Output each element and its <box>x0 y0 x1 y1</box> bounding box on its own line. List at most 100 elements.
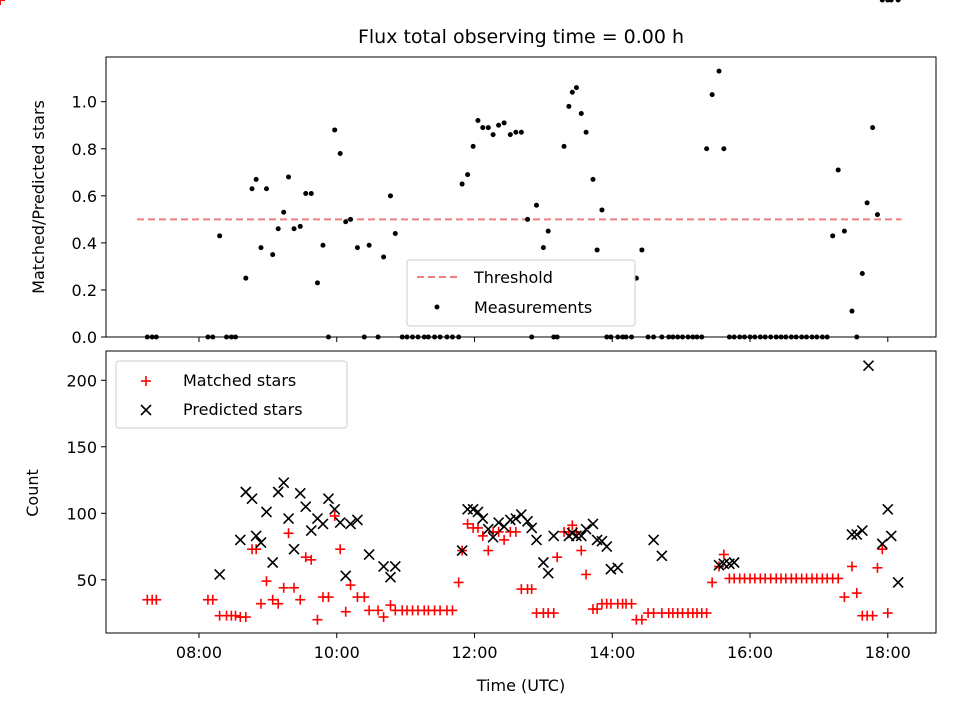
matched-stars-point <box>340 606 351 617</box>
measurements-point <box>507 132 513 138</box>
y-tick-label: 0.0 <box>72 328 97 347</box>
predicted-stars-point <box>255 536 267 549</box>
predicted-stars-point <box>885 530 897 542</box>
measurements-point <box>864 200 870 206</box>
matched-stars-point <box>323 592 334 603</box>
count-y-axis-label: Count <box>23 469 42 517</box>
legend-matched-label: Matched stars <box>183 371 296 390</box>
matched-stars-point <box>255 598 266 609</box>
predicted-stars-point <box>493 517 505 529</box>
measurements-point <box>496 122 502 128</box>
measurements-point <box>270 252 276 258</box>
matched-stars-point <box>364 605 375 616</box>
predicted-stars-point <box>587 518 599 530</box>
matched-stars-point <box>526 584 537 595</box>
predicted-stars-point <box>234 534 246 546</box>
x-tick-label: 16:00 <box>727 643 773 662</box>
x-tick-label: 18:00 <box>865 643 911 662</box>
predicted-stars-point <box>340 570 352 582</box>
y-tick-label: 1.0 <box>72 93 97 112</box>
matched-stars-point <box>567 520 578 531</box>
matched-stars-point <box>151 594 162 605</box>
matched-stars-point <box>636 614 647 625</box>
ratio-legend-box <box>406 259 636 327</box>
matched-stars-point <box>207 594 218 605</box>
legend-predicted-label: Predicted stars <box>183 400 303 419</box>
matched-stars-point <box>283 528 294 539</box>
predicted-stars-point <box>718 558 730 570</box>
measurements-point <box>281 209 287 215</box>
count-axes-frame <box>105 350 937 634</box>
predicted-stars-point <box>322 493 335 505</box>
measurements-point <box>594 247 600 253</box>
measurements-point <box>849 308 855 314</box>
predicted-stars-point <box>260 506 273 518</box>
predicted-stars-point <box>882 503 894 515</box>
predicted-stars-point <box>862 360 875 372</box>
measurements-point <box>217 233 223 239</box>
measurements-point <box>639 247 645 253</box>
predicted-stars-point <box>876 538 888 550</box>
measurements-point <box>721 146 727 152</box>
y-tick-label: 0.4 <box>72 234 97 253</box>
predicted-stars-point <box>462 503 474 515</box>
legend-matched-swatch <box>141 376 151 386</box>
legend-measurements-label: Measurements <box>474 298 592 317</box>
ratio-legend: Threshold Measurements <box>406 259 636 327</box>
y-tick-label: 0.2 <box>72 281 97 300</box>
measurements-point <box>533 202 539 208</box>
matched-stars-point <box>707 577 718 588</box>
matched-stars-point <box>472 522 483 533</box>
matched-stars-point <box>289 582 300 593</box>
predicted-stars-point <box>526 522 538 534</box>
matched-stars-point <box>851 588 862 599</box>
measurements-point <box>332 127 338 133</box>
matched-stars-point <box>230 610 241 621</box>
measurements-point <box>392 230 398 236</box>
predicted-stars-point <box>548 530 560 542</box>
measurements-point <box>480 125 486 131</box>
predicted-stars-point <box>542 567 554 579</box>
y-tick-label: 0.8 <box>72 140 97 159</box>
matched-stars-point <box>453 577 464 588</box>
matched-stars-point <box>345 580 356 591</box>
predicted-stars-point <box>851 529 863 541</box>
matched-stars-point <box>240 612 251 623</box>
predicted-stars-point <box>487 531 499 543</box>
matched-stars-point <box>548 608 559 619</box>
measurements-point <box>303 190 309 196</box>
measurements-point <box>525 216 531 222</box>
measurements-point <box>870 125 876 131</box>
count-legend-box <box>115 360 348 429</box>
ratio-axes-frame <box>105 56 937 338</box>
matched-stars-point <box>477 530 488 541</box>
x-axis-label: Time (UTC) <box>476 676 565 695</box>
matched-stars-point <box>483 545 494 556</box>
matched-stars-point <box>877 544 888 555</box>
predicted-stars-point <box>477 513 489 525</box>
matched-stars-point <box>462 518 473 529</box>
matched-stars-point <box>447 605 458 616</box>
matched-stars-point <box>267 594 278 605</box>
predicted-stars-point <box>344 518 357 530</box>
predicted-stars-point <box>728 556 740 569</box>
y-tick-label: 0.6 <box>72 187 97 206</box>
measurements-point <box>297 223 303 229</box>
x-tick-label: 12:00 <box>451 643 497 662</box>
predicted-stars-point <box>214 568 226 581</box>
measurements-point <box>243 275 249 281</box>
predicted-stars-point <box>648 534 660 546</box>
measurements-point <box>320 242 326 248</box>
predicted-stars-point <box>570 530 583 542</box>
predicted-stars-point <box>601 540 613 553</box>
measurements-point <box>569 89 575 95</box>
predicted-stars-point <box>378 560 390 573</box>
measurements-point <box>501 120 507 126</box>
legend-measurements-swatch <box>434 304 440 310</box>
matched-stars-point <box>581 569 592 580</box>
predicted-stars-point <box>656 550 668 562</box>
count-panel: 50 100 150 200 08:00 10:00 12:00 14:00 16:00 18:… <box>0 0 937 695</box>
y-tick-label: 50 <box>77 571 97 590</box>
measurements-point <box>465 172 471 178</box>
